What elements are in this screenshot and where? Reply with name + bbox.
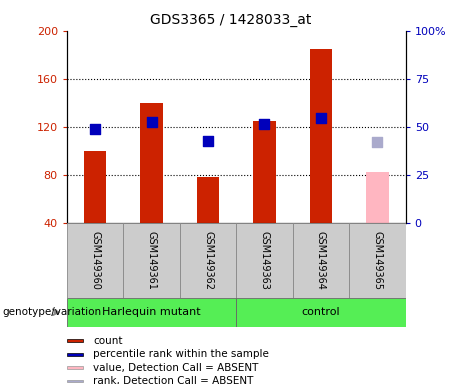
Text: value, Detection Call = ABSENT: value, Detection Call = ABSENT: [93, 362, 258, 372]
Text: GSM149364: GSM149364: [316, 231, 326, 290]
Bar: [67, 380, 83, 382]
Bar: [67, 298, 236, 327]
Text: GSM149360: GSM149360: [90, 231, 100, 290]
Bar: [253, 121, 276, 223]
Bar: [140, 103, 163, 223]
Bar: [180, 223, 236, 298]
Point: [204, 138, 212, 144]
Text: percentile rank within the sample: percentile rank within the sample: [93, 349, 269, 359]
Point: [148, 119, 155, 125]
Text: GSM149361: GSM149361: [147, 231, 157, 290]
Text: Harlequin mutant: Harlequin mutant: [102, 307, 201, 318]
Bar: [67, 223, 123, 298]
Text: rank, Detection Call = ABSENT: rank, Detection Call = ABSENT: [93, 376, 253, 384]
Text: genotype/variation: genotype/variation: [2, 307, 101, 317]
Text: GDS3365 / 1428033_at: GDS3365 / 1428033_at: [150, 13, 311, 27]
Bar: [293, 223, 349, 298]
Point: [374, 139, 381, 146]
Bar: [310, 49, 332, 223]
Bar: [236, 298, 406, 327]
Text: GSM149365: GSM149365: [372, 231, 383, 290]
Point: [261, 121, 268, 127]
Bar: [236, 223, 293, 298]
Text: GSM149363: GSM149363: [260, 231, 270, 290]
Bar: [67, 366, 83, 369]
Text: count: count: [93, 336, 123, 346]
Bar: [84, 151, 106, 223]
Bar: [349, 223, 406, 298]
Bar: [123, 223, 180, 298]
Bar: [197, 177, 219, 223]
Bar: [366, 172, 389, 223]
Bar: [67, 339, 83, 342]
Text: GSM149362: GSM149362: [203, 231, 213, 290]
Text: control: control: [301, 307, 340, 318]
Bar: [67, 353, 83, 356]
Point: [91, 126, 99, 132]
Point: [317, 115, 325, 121]
